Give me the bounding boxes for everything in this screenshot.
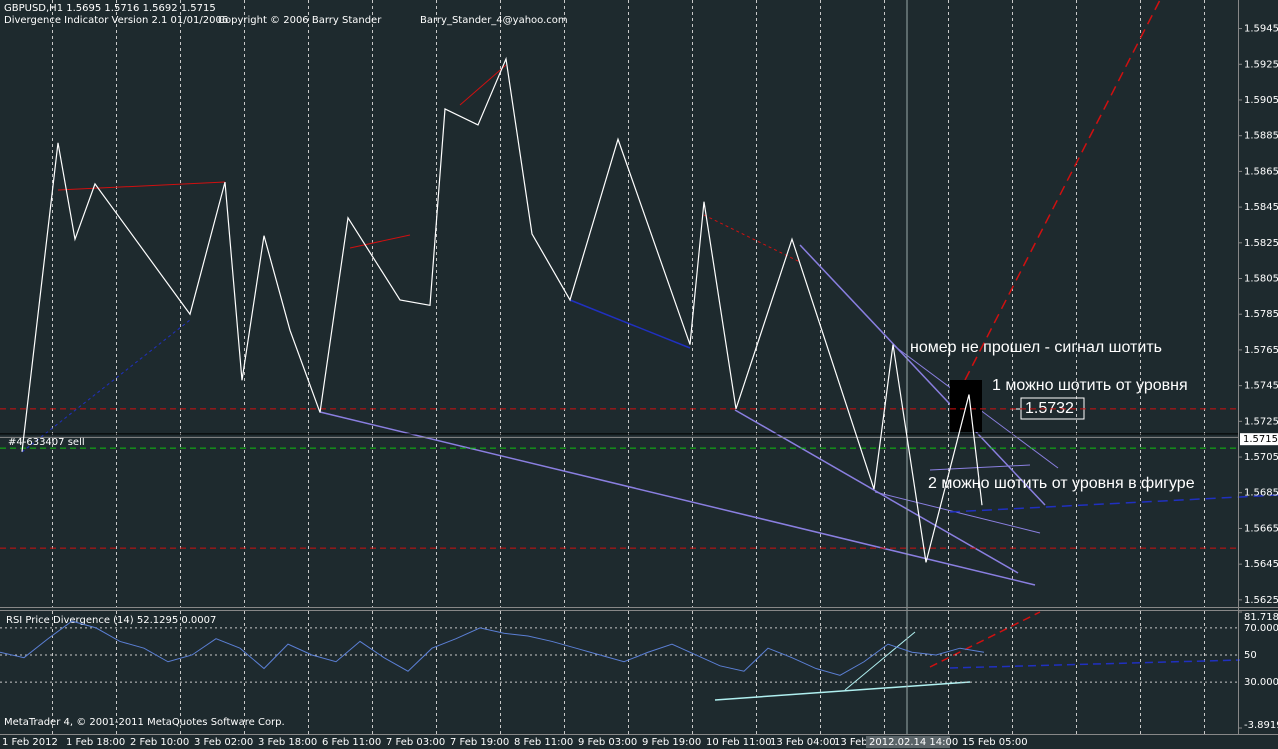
y-tick-label: 1.5765 bbox=[1244, 345, 1278, 356]
trendline bbox=[569, 299, 691, 349]
trendline bbox=[964, 0, 1161, 381]
y-tick-label: 70.0000 bbox=[1244, 623, 1278, 634]
crosshair-label-box bbox=[866, 736, 950, 748]
y-tick-label: 1.5945 bbox=[1244, 24, 1278, 35]
x-tick-label: 10 Feb 11:00 bbox=[706, 737, 772, 748]
y-tick-label: 30.0000 bbox=[1244, 677, 1278, 688]
annotation: 2 можно шотить от уровня в фигуре bbox=[928, 475, 1195, 492]
y-tick-label: 1.5625 bbox=[1244, 595, 1278, 606]
level-label: 1.5732 bbox=[1025, 400, 1074, 417]
zigzag-line bbox=[21, 56, 983, 563]
x-tick-label: 1 Feb 18:00 bbox=[66, 737, 125, 748]
order-label: #4-633407 sell bbox=[8, 437, 85, 448]
x-tick-label: 13 Feb 04:00 bbox=[770, 737, 836, 748]
trendline bbox=[57, 181, 226, 191]
trendline bbox=[319, 411, 1036, 586]
annotation: 1 можно шотить от уровня bbox=[992, 377, 1188, 394]
x-tick-label: 9 Feb 19:00 bbox=[642, 737, 701, 748]
footer: MetaTrader 4, © 2001-2011 MetaQuotes Sof… bbox=[4, 717, 285, 728]
email: Barry_Stander_4@yahoo.com bbox=[420, 15, 568, 26]
trendline bbox=[844, 631, 916, 691]
x-tick-label: 13 Feb 2 bbox=[834, 737, 877, 748]
indicator-name: Divergence Indicator Version 2.1 01/01/2… bbox=[4, 15, 228, 26]
trendline bbox=[949, 659, 1241, 669]
x-tick-label: 3 Feb 18:00 bbox=[258, 737, 317, 748]
rsi-line bbox=[0, 620, 985, 676]
current-price-label: 1.5715 bbox=[1243, 434, 1278, 445]
x-tick-label: 6 Feb 11:00 bbox=[322, 737, 381, 748]
trendline bbox=[929, 611, 1041, 668]
x-tick-label: 9 Feb 03:00 bbox=[578, 737, 637, 748]
y-tick-label: 1.5825 bbox=[1244, 238, 1278, 249]
y-tick-label: 81.7188 bbox=[1244, 612, 1278, 623]
crosshair-label: 2012.02.14 14:00 bbox=[869, 737, 958, 748]
x-tick-label: 1 Feb 2012 bbox=[2, 737, 58, 748]
trendline bbox=[949, 494, 1278, 513]
y-tick-label: 1.5805 bbox=[1244, 274, 1278, 285]
x-tick-label: 7 Feb 19:00 bbox=[450, 737, 509, 748]
y-tick-label: 1.5685 bbox=[1244, 488, 1278, 499]
y-tick-label: 1.5865 bbox=[1244, 166, 1278, 177]
annotation: номер не прошел - сигнал шотить bbox=[910, 339, 1162, 356]
trendline bbox=[874, 491, 1041, 534]
x-tick-label: 7 Feb 03:00 bbox=[386, 737, 445, 748]
y-tick-label: 50 bbox=[1244, 650, 1257, 661]
y-tick-label: 1.5645 bbox=[1244, 559, 1278, 570]
rsi-title: RSI Price Divergence (14) 52.1295 0.0007 bbox=[6, 615, 216, 626]
x-tick-label: 15 Feb 05:00 bbox=[962, 737, 1028, 748]
y-tick-label: 1.5745 bbox=[1244, 381, 1278, 392]
y-tick-label: 1.5845 bbox=[1244, 202, 1278, 213]
y-tick-label: 1.5905 bbox=[1244, 95, 1278, 106]
y-tick-label: 1.5665 bbox=[1244, 523, 1278, 534]
time-grid bbox=[52, 0, 1205, 734]
trendline bbox=[714, 681, 971, 701]
x-tick-label: 2 Feb 10:00 bbox=[130, 737, 189, 748]
y-tick-label: 1.5785 bbox=[1244, 309, 1278, 320]
trendlines bbox=[21, 0, 1278, 701]
copyright: Copyright © 2006 Barry Stander bbox=[218, 15, 382, 26]
y-tick-label: 1.5885 bbox=[1244, 131, 1278, 142]
trendline bbox=[929, 464, 1031, 471]
current-price-box bbox=[1240, 433, 1278, 446]
trendline bbox=[459, 64, 507, 106]
y-tick-label: 1.5925 bbox=[1244, 59, 1278, 70]
trendline bbox=[349, 234, 411, 249]
symbol-line: GBPUSD,H1 1.5695 1.5716 1.5692 1.5715 bbox=[4, 3, 216, 14]
x-tick-label: 8 Feb 11:00 bbox=[514, 737, 573, 748]
trendline bbox=[799, 244, 1046, 506]
y-tick-label: -3.8919 bbox=[1244, 720, 1278, 731]
y-tick-label: 1.5705 bbox=[1244, 452, 1278, 463]
y-tick-label: 1.5725 bbox=[1244, 416, 1278, 427]
x-tick-label: 3 Feb 02:00 bbox=[194, 737, 253, 748]
